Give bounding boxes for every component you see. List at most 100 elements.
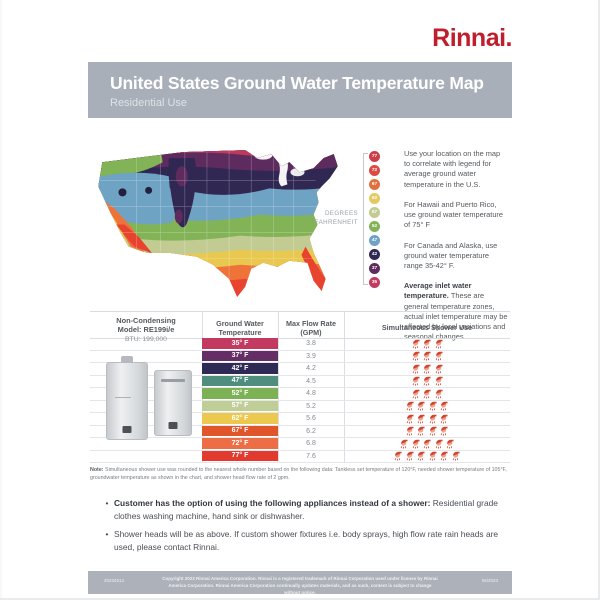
legend-item-57: 57 bbox=[369, 207, 380, 218]
shower-icon bbox=[399, 439, 409, 449]
shower-use-cell bbox=[344, 338, 510, 350]
flow-rate-cell: 4.8 bbox=[306, 390, 316, 398]
rinnai-logo: Rinnai. bbox=[432, 24, 512, 52]
usage-instructions: Use your location on the map to correlat… bbox=[404, 149, 508, 353]
shower-icon bbox=[445, 439, 455, 449]
shower-icon bbox=[439, 414, 449, 424]
note-text: Simultaneous shower use was rounded to t… bbox=[90, 467, 507, 482]
note-label: Note: bbox=[90, 467, 104, 473]
shower-icon bbox=[411, 439, 421, 449]
legend-item-47: 47 bbox=[369, 235, 380, 246]
shower-icon bbox=[416, 414, 426, 424]
legend-item-35: 35 bbox=[369, 277, 380, 288]
shower-icon bbox=[434, 389, 444, 399]
shower-icon bbox=[416, 451, 426, 461]
flow-rate-cell: 4.5 bbox=[306, 377, 316, 385]
temperature-cell: 77° F bbox=[202, 450, 278, 461]
table-footnote: Note: Simultaneous shower use was rounde… bbox=[90, 466, 510, 482]
legend-item-37: 37 bbox=[369, 263, 380, 274]
table-divider bbox=[344, 312, 345, 462]
shower-icon bbox=[434, 339, 444, 349]
shower-use-cell bbox=[344, 451, 510, 463]
temperature-cell: 72° F bbox=[202, 438, 278, 449]
shower-icon bbox=[411, 339, 421, 349]
shower-icon bbox=[439, 426, 449, 436]
water-heater-outdoor-image bbox=[154, 370, 192, 436]
shower-icon bbox=[416, 426, 426, 436]
flow-rate-cell: 5.2 bbox=[306, 402, 316, 410]
shower-icon bbox=[439, 451, 449, 461]
bullet-item-2: • Shower heads will be as above. If custo… bbox=[100, 528, 506, 553]
shower-icon bbox=[439, 401, 449, 411]
table-row: 52° F 4.8 bbox=[90, 388, 510, 401]
table-row: 35° F 3.8 bbox=[90, 338, 510, 351]
flow-rate-cell: 6.8 bbox=[306, 440, 316, 448]
bullet-item-1: • Customer has the option of using the fo… bbox=[100, 497, 506, 522]
temperature-cell: 37° F bbox=[202, 350, 278, 361]
table-row: 47° F 4.5 bbox=[90, 375, 510, 388]
legend-bracket bbox=[363, 153, 368, 285]
shower-icon bbox=[405, 451, 415, 461]
instruction-paragraph-2: For Hawaii and Puerto Rico, use ground w… bbox=[404, 199, 504, 230]
temperature-cell: 52° F bbox=[202, 388, 278, 399]
shower-icon bbox=[422, 364, 432, 374]
flow-rate-cell: 3.8 bbox=[306, 340, 316, 348]
shower-icon bbox=[451, 451, 461, 461]
heater-vent-slot bbox=[161, 379, 185, 382]
appliance-notes: • Customer has the option of using the fo… bbox=[100, 497, 506, 559]
temperature-column-header: Ground Water Temperature bbox=[216, 319, 264, 337]
page-title: United States Ground Water Temperature M… bbox=[110, 73, 484, 93]
flow-rate-cell: 5.6 bbox=[306, 415, 316, 423]
table-row: 37° F 3.9 bbox=[90, 350, 510, 363]
shower-icon bbox=[411, 351, 421, 361]
shower-icon bbox=[411, 376, 421, 386]
table-row: 62° F 5.6 bbox=[90, 413, 510, 426]
title-bar: United States Ground Water Temperature M… bbox=[88, 62, 512, 118]
temperature-cell: 47° F bbox=[202, 375, 278, 386]
shower-icon bbox=[422, 339, 432, 349]
table-divider bbox=[278, 312, 279, 462]
page-subtitle: Residential Use bbox=[110, 97, 188, 109]
flow-rate-cell: 3.9 bbox=[306, 352, 316, 360]
shower-use-cell bbox=[344, 363, 510, 375]
shower-icon bbox=[411, 389, 421, 399]
flow-rate-table: Non-Condensing Model: RE199i/e BTU: 199,… bbox=[90, 311, 510, 463]
instruction-paragraph-3: For Canada and Alaska, use ground water … bbox=[404, 240, 498, 270]
shower-use-cell bbox=[344, 351, 510, 363]
heater-control-panel bbox=[122, 426, 132, 433]
instruction-paragraph-1: Use your location on the map to correlat… bbox=[404, 149, 501, 189]
footer-bar: 20234513 Copyright 2023 Rinnai America C… bbox=[88, 571, 512, 595]
temperature-legend: 77 72 67 62 57 52 47 42 37 35 bbox=[369, 151, 380, 288]
shower-icon bbox=[405, 414, 415, 424]
document-number: 20234513 bbox=[104, 578, 125, 583]
flow-rate-column-header: Max Flow Rate (GPM) bbox=[286, 319, 336, 337]
water-heater-indoor-image bbox=[106, 356, 148, 440]
heater-control-panel bbox=[168, 422, 178, 429]
legend-units-label: DEGREES FAHRENHEIT bbox=[314, 210, 358, 227]
table-row: 77° F 7.6 bbox=[90, 450, 510, 463]
shower-icon bbox=[416, 401, 426, 411]
table-divider bbox=[202, 312, 203, 462]
shower-use-column-header: Simultaneous Shower Use bbox=[381, 323, 473, 332]
shower-icon bbox=[405, 426, 415, 436]
legend-item-52: 52 bbox=[369, 221, 380, 232]
shower-icon bbox=[434, 364, 444, 374]
bullet-marker: • bbox=[105, 498, 109, 508]
shower-use-cell bbox=[344, 438, 510, 450]
legend-item-77: 77 bbox=[369, 151, 380, 162]
table-row: 67° F 6.2 bbox=[90, 425, 510, 438]
table-row: 72° F 6.8 bbox=[90, 438, 510, 451]
model-column-header: Non-Condensing Model: RE199i/e BTU: 199,… bbox=[116, 316, 176, 343]
shower-use-cell bbox=[344, 413, 510, 425]
shower-icon bbox=[428, 451, 438, 461]
shower-icon bbox=[422, 439, 432, 449]
table-row: 42° F 4.2 bbox=[90, 363, 510, 376]
flow-rate-cell: 6.2 bbox=[306, 427, 316, 435]
revision-date: 06/2023 bbox=[481, 578, 498, 583]
shower-icon bbox=[428, 401, 438, 411]
us-ground-water-temperature-map bbox=[84, 128, 346, 304]
temperature-cell: 67° F bbox=[202, 425, 278, 436]
shower-icon bbox=[405, 401, 415, 411]
shower-icon bbox=[393, 451, 403, 461]
